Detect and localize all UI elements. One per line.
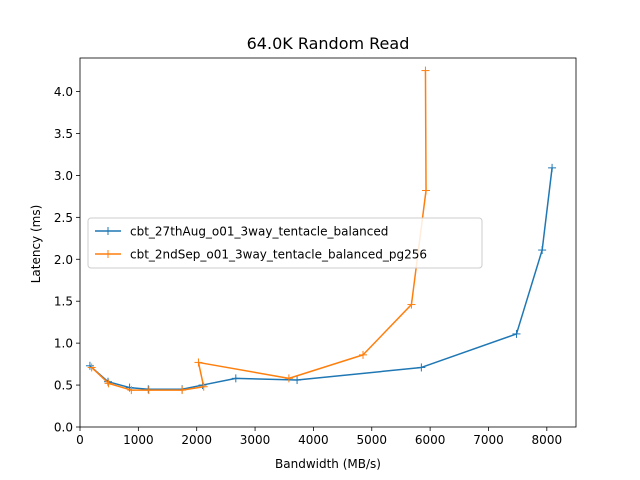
legend-label: cbt_2ndSep_o01_3way_tentacle_balanced_pg…	[130, 248, 427, 262]
legend: cbt_27thAug_o01_3way_tentacle_balancedcb…	[87, 217, 483, 269]
x-tick-label: 8000	[532, 433, 563, 447]
data-point	[512, 329, 521, 338]
x-tick-label: 1000	[123, 433, 154, 447]
data-point	[194, 358, 203, 367]
data-point	[417, 363, 426, 372]
data-point	[421, 66, 430, 75]
y-tick-label: 0.0	[54, 421, 73, 435]
x-tick-label: 0	[76, 433, 84, 447]
legend-box	[87, 217, 483, 269]
data-point	[293, 376, 302, 385]
series-line	[91, 70, 427, 391]
chart-title: 64.0K Random Read	[247, 34, 410, 53]
data-point	[548, 163, 557, 172]
data-point	[144, 386, 153, 395]
x-tick-label: 7000	[473, 433, 504, 447]
y-tick-label: 2.0	[54, 253, 73, 267]
y-tick-label: 3.5	[54, 127, 73, 141]
x-tick-label: 3000	[240, 433, 271, 447]
x-tick-label: 5000	[356, 433, 387, 447]
y-tick-label: 1.0	[54, 337, 73, 351]
x-tick-label: 6000	[415, 433, 446, 447]
data-point	[178, 386, 187, 395]
legend-label: cbt_27thAug_o01_3way_tentacle_balanced	[130, 225, 388, 239]
y-tick-label: 3.0	[54, 169, 73, 183]
data-point	[85, 361, 94, 370]
y-axis-label: Latency (ms)	[29, 205, 43, 284]
data-point	[407, 300, 416, 309]
x-tick-label: 2000	[181, 433, 212, 447]
data-point	[284, 374, 293, 383]
data-point	[538, 246, 547, 255]
data-point	[422, 186, 431, 195]
plot-area: 0 1000 2000 3000 4000 5000 6000 7000 8000 0.0 0.5 1…	[54, 57, 577, 447]
x-axis-label: Bandwidth (MB/s)	[275, 457, 381, 471]
axes-frame	[79, 57, 577, 428]
series-2	[87, 66, 431, 395]
data-point	[144, 385, 153, 394]
data-point	[104, 379, 113, 388]
legend-item: cbt_2ndSep_o01_3way_tentacle_balanced_pg…	[95, 248, 427, 262]
legend-item: cbt_27thAug_o01_3way_tentacle_balanced	[95, 225, 388, 239]
y-tick-label: 1.5	[54, 295, 73, 309]
data-point	[231, 374, 240, 383]
data-point	[104, 377, 113, 386]
data-point	[199, 382, 208, 391]
y-tick-label: 4.0	[54, 85, 73, 99]
data-point	[87, 363, 96, 372]
y-tick-label: 2.5	[54, 211, 73, 225]
data-point	[359, 350, 368, 359]
y-tick-label: 0.5	[54, 379, 73, 393]
series-line	[89, 167, 553, 391]
x-tick-label: 4000	[298, 433, 329, 447]
data-point	[127, 386, 136, 395]
